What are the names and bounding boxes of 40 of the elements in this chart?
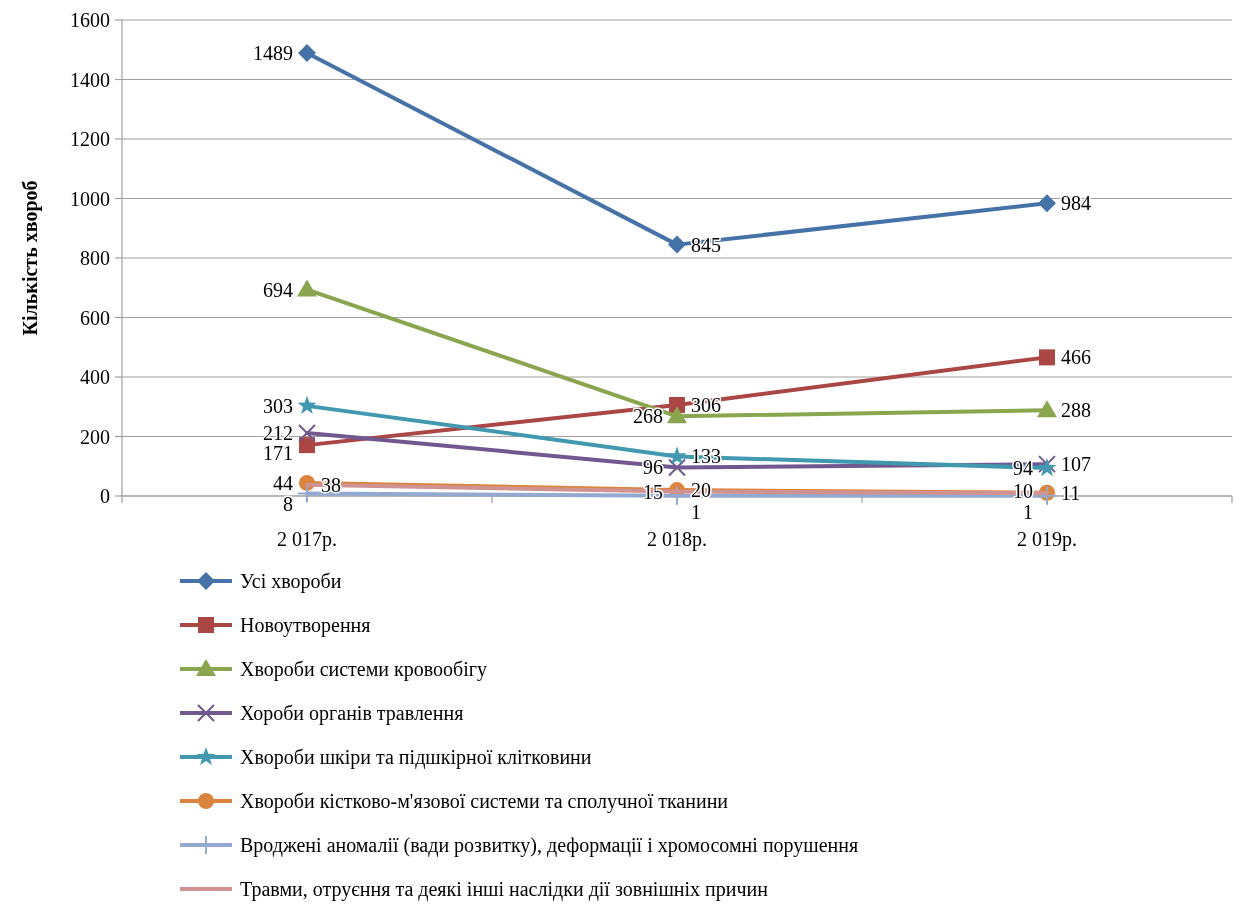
y-tick-label: 800: [80, 247, 110, 269]
data-label: 38: [321, 473, 341, 496]
data-label: 212: [263, 421, 293, 444]
x-tick-label: 2 017р.: [277, 528, 337, 551]
x-tick-label: 2 018р.: [647, 528, 707, 551]
y-tick-label: 1400: [70, 68, 110, 91]
legend-label: Хвороби кістково-м'язової системи та сполучної тканини: [240, 790, 729, 813]
data-label: 11: [1061, 481, 1081, 504]
data-label: 15: [643, 480, 663, 503]
legend-label: Усі хвороби: [240, 570, 342, 593]
data-label: 8: [283, 492, 293, 515]
data-label: 10: [1013, 480, 1033, 503]
y-tick-label: 0: [100, 485, 110, 507]
data-label: 44: [273, 471, 293, 494]
legend-label: Вроджені аномалії (вади розвитку), деформації і хромосомні порушення: [240, 834, 859, 857]
legend-label: Новоутворення: [240, 614, 371, 637]
data-label: 288: [1061, 399, 1091, 422]
y-tick-label: 1200: [70, 128, 110, 150]
y-tick-label: 400: [80, 366, 110, 388]
legend-label: Хвороби системи кровообігу: [240, 658, 488, 681]
data-label: 171: [263, 442, 293, 465]
data-label: 1: [1023, 500, 1033, 523]
legend-label: Хороби органів травлення: [240, 702, 464, 725]
x-tick-label: 2 019р.: [1017, 528, 1077, 551]
data-label: 1489: [253, 42, 293, 65]
legend-label: Хвороби шкіри та підшкірної клітковини: [240, 746, 592, 769]
y-tick-label: 200: [80, 425, 110, 448]
y-axis-title: Кількість хвороб: [19, 180, 42, 336]
legend-label: Травми, отруєння та деякі інші наслідки дії зовнішніх причин: [240, 878, 769, 901]
data-label: 694: [263, 278, 293, 301]
data-label: 303: [263, 394, 293, 417]
data-label: 984: [1061, 192, 1091, 215]
data-label: 107: [1061, 453, 1091, 476]
data-label: 1: [691, 500, 701, 523]
data-label: 466: [1061, 346, 1091, 369]
y-tick-label: 1600: [70, 9, 110, 31]
data-label: 20: [691, 479, 711, 502]
y-tick-label: 600: [80, 306, 110, 329]
y-tick-label: 1000: [70, 187, 110, 210]
data-label: 268: [633, 405, 663, 428]
